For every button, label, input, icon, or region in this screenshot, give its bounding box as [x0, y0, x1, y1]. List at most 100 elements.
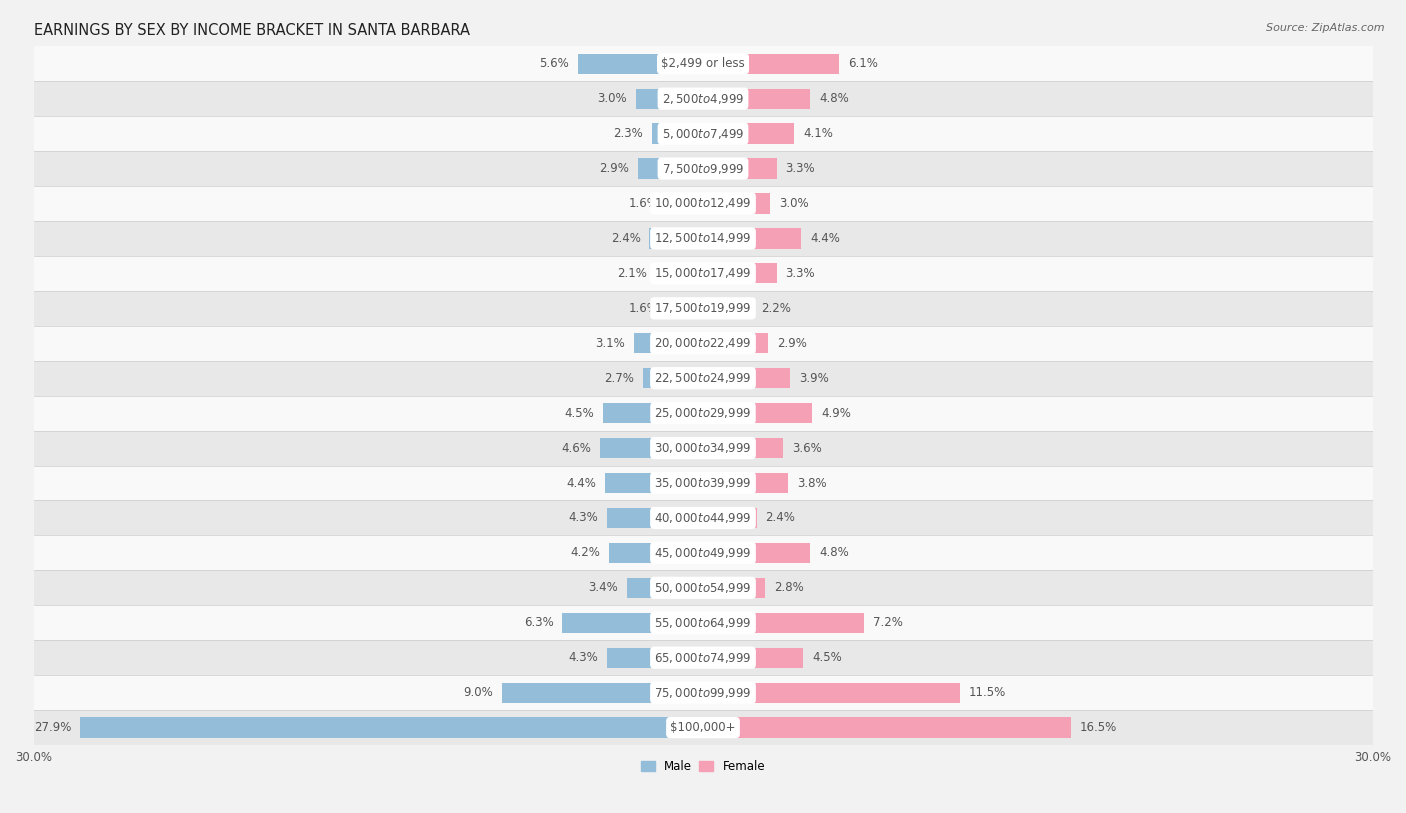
Bar	[34, 396, 1372, 431]
Text: 3.3%: 3.3%	[786, 267, 815, 280]
Bar	[34, 46, 1372, 81]
Text: 4.2%: 4.2%	[571, 546, 600, 559]
Text: $65,000 to $74,999: $65,000 to $74,999	[654, 650, 752, 665]
Text: $35,000 to $39,999: $35,000 to $39,999	[654, 476, 752, 490]
Bar	[703, 508, 756, 528]
Text: 3.6%: 3.6%	[792, 441, 823, 454]
Bar	[34, 291, 1372, 326]
Text: 4.3%: 4.3%	[568, 511, 598, 524]
Text: 3.8%: 3.8%	[797, 476, 827, 489]
Text: 2.1%: 2.1%	[617, 267, 647, 280]
Bar	[80, 718, 703, 737]
Bar	[657, 263, 703, 284]
Text: 2.8%: 2.8%	[775, 581, 804, 594]
Bar	[643, 368, 703, 389]
Bar	[562, 613, 703, 633]
Bar	[34, 116, 1372, 151]
Bar	[703, 683, 960, 702]
Text: 2.3%: 2.3%	[613, 127, 643, 140]
Text: $5,000 to $7,499: $5,000 to $7,499	[662, 127, 744, 141]
Text: $12,500 to $14,999: $12,500 to $14,999	[654, 232, 752, 246]
Text: 27.9%: 27.9%	[34, 721, 72, 734]
Text: 4.5%: 4.5%	[564, 406, 593, 420]
Bar	[607, 508, 703, 528]
Bar	[34, 501, 1372, 536]
Text: $17,500 to $19,999: $17,500 to $19,999	[654, 302, 752, 315]
Bar	[34, 606, 1372, 641]
Bar	[609, 543, 703, 563]
Bar	[703, 263, 776, 284]
Bar	[603, 403, 703, 424]
Bar	[34, 676, 1372, 710]
Text: 3.1%: 3.1%	[595, 337, 624, 350]
Text: $45,000 to $49,999: $45,000 to $49,999	[654, 546, 752, 560]
Bar	[668, 193, 703, 214]
Text: 4.9%: 4.9%	[821, 406, 851, 420]
Bar	[703, 438, 783, 459]
Bar	[668, 298, 703, 319]
Bar	[34, 710, 1372, 745]
Bar	[627, 578, 703, 598]
Text: 3.0%: 3.0%	[598, 92, 627, 105]
Bar	[607, 648, 703, 667]
Text: 2.2%: 2.2%	[761, 302, 792, 315]
Bar	[34, 151, 1372, 186]
Bar	[650, 228, 703, 249]
Bar	[34, 571, 1372, 606]
Text: 6.1%: 6.1%	[848, 57, 877, 70]
Bar	[34, 326, 1372, 361]
Text: 1.6%: 1.6%	[628, 302, 658, 315]
Text: 2.7%: 2.7%	[605, 372, 634, 385]
Bar	[34, 536, 1372, 571]
Bar	[703, 333, 768, 354]
Text: $2,499 or less: $2,499 or less	[661, 57, 745, 70]
Text: 16.5%: 16.5%	[1080, 721, 1118, 734]
Text: 3.3%: 3.3%	[786, 162, 815, 175]
Text: Source: ZipAtlas.com: Source: ZipAtlas.com	[1267, 23, 1385, 33]
Text: 7.2%: 7.2%	[873, 616, 903, 629]
Bar	[34, 431, 1372, 466]
Text: 2.9%: 2.9%	[599, 162, 630, 175]
Text: 2.4%: 2.4%	[610, 232, 641, 245]
Bar	[34, 81, 1372, 116]
Text: 5.6%: 5.6%	[540, 57, 569, 70]
Bar	[703, 193, 770, 214]
Text: 9.0%: 9.0%	[464, 686, 494, 699]
Text: EARNINGS BY SEX BY INCOME BRACKET IN SANTA BARBARA: EARNINGS BY SEX BY INCOME BRACKET IN SAN…	[34, 23, 470, 38]
Text: 1.6%: 1.6%	[628, 197, 658, 210]
Bar	[34, 361, 1372, 396]
Bar	[34, 466, 1372, 501]
Text: $22,500 to $24,999: $22,500 to $24,999	[654, 372, 752, 385]
Text: 3.0%: 3.0%	[779, 197, 808, 210]
Text: $15,000 to $17,499: $15,000 to $17,499	[654, 267, 752, 280]
Text: $10,000 to $12,499: $10,000 to $12,499	[654, 197, 752, 211]
Bar	[703, 473, 787, 493]
Bar	[703, 159, 776, 179]
Bar	[703, 718, 1071, 737]
Bar	[703, 613, 863, 633]
Bar	[651, 124, 703, 144]
Text: 2.4%: 2.4%	[765, 511, 796, 524]
Bar	[600, 438, 703, 459]
Text: 2.9%: 2.9%	[776, 337, 807, 350]
Bar	[34, 641, 1372, 676]
Text: 4.4%: 4.4%	[567, 476, 596, 489]
Text: 4.8%: 4.8%	[820, 546, 849, 559]
Text: $2,500 to $4,999: $2,500 to $4,999	[662, 92, 744, 106]
Bar	[703, 54, 839, 74]
Text: $100,000+: $100,000+	[671, 721, 735, 734]
Text: 4.3%: 4.3%	[568, 651, 598, 664]
Text: 4.1%: 4.1%	[803, 127, 834, 140]
Bar	[578, 54, 703, 74]
Bar	[636, 89, 703, 109]
Text: $25,000 to $29,999: $25,000 to $29,999	[654, 406, 752, 420]
Text: $55,000 to $64,999: $55,000 to $64,999	[654, 615, 752, 630]
Bar	[634, 333, 703, 354]
Bar	[703, 543, 810, 563]
Text: $40,000 to $44,999: $40,000 to $44,999	[654, 511, 752, 525]
Text: 6.3%: 6.3%	[523, 616, 554, 629]
Text: $20,000 to $22,499: $20,000 to $22,499	[654, 337, 752, 350]
Bar	[703, 368, 790, 389]
Text: 4.4%: 4.4%	[810, 232, 839, 245]
Bar	[502, 683, 703, 702]
